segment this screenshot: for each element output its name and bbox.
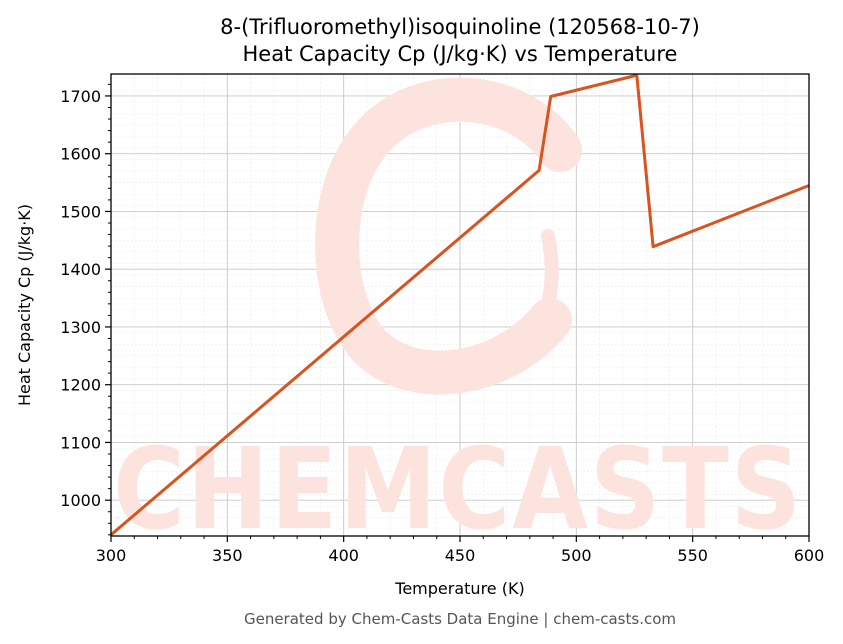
x-axis-label: Temperature (K) [394, 579, 524, 598]
x-tick-label: 600 [794, 546, 825, 565]
y-tick-label: 1500 [60, 202, 101, 221]
watermark-logo [315, 77, 582, 395]
chart-title-line2: Heat Capacity Cp (J/kg·K) vs Temperature [243, 42, 678, 66]
series-line [110, 73, 810, 536]
x-axis: 300 350 400 450 500 550 600 [96, 536, 825, 565]
y-tick-label: 1200 [60, 376, 101, 395]
y-tick-label: 1100 [60, 433, 101, 452]
x-tick-label: 300 [96, 546, 127, 565]
y-tick-label: 1400 [60, 260, 101, 279]
y-tick-label: 1600 [60, 145, 101, 164]
x-tick-label: 450 [445, 546, 476, 565]
x-tick-label: 500 [561, 546, 592, 565]
y-axis: 1000 1100 1200 1300 1400 1500 1600 1700 [60, 83, 111, 536]
series-layer [110, 73, 810, 536]
watermark: CHEMCASTS [113, 77, 803, 555]
x-tick-label: 350 [212, 546, 243, 565]
chart-title-line1: 8-(Trifluoromethyl)isoquinoline (120568-… [220, 15, 700, 39]
x-tick-label: 550 [677, 546, 708, 565]
footer-credit: Generated by Chem-Casts Data Engine | ch… [244, 610, 676, 628]
y-tick-label: 1700 [60, 87, 101, 106]
y-tick-label: 1000 [60, 491, 101, 510]
y-tick-label: 1300 [60, 318, 101, 337]
y-axis-label: Heat Capacity Cp (J/kg·K) [15, 204, 34, 406]
x-tick-label: 400 [328, 546, 359, 565]
watermark-text: CHEMCASTS [113, 425, 803, 555]
